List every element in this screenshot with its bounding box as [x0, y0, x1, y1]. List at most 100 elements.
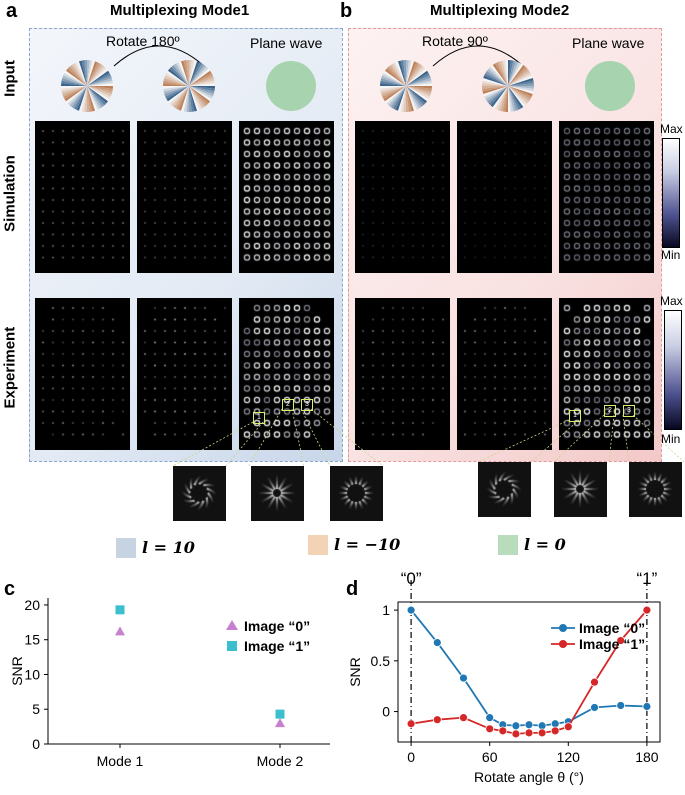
data-point — [550, 726, 560, 736]
zoom-inset-a3 — [330, 466, 383, 521]
plot-frame — [397, 601, 661, 743]
x-tick-label: 60 — [482, 749, 498, 765]
colorbar-exp-min: Min — [661, 432, 681, 446]
panel-a-title: Multiplexing Mode1 — [110, 2, 250, 19]
data-point — [524, 720, 534, 730]
sim-image-b1 — [355, 121, 450, 273]
exp-image-b1 — [355, 298, 450, 450]
spiral-phase-plate-icon — [61, 60, 113, 112]
data-point — [524, 728, 534, 738]
legend-marker — [559, 640, 567, 648]
exp-image-b2 — [457, 298, 552, 450]
panel-a-input-row — [61, 45, 316, 112]
panel-b-rotate-label: Rotate 90º — [422, 33, 488, 49]
snr-mode-chart: 0 5 10 15 20 Mode 1 Mode 2 SNR Image “0” Image “1… — [9, 597, 330, 769]
annotation-label: “0” — [401, 569, 422, 588]
data-point — [275, 709, 285, 719]
colorbar-exp — [664, 310, 682, 430]
legend-swatch-lminus10 — [308, 535, 328, 555]
panel-b-title: Multiplexing Mode2 — [430, 2, 570, 19]
legend-label-l0: l = 0 — [524, 535, 566, 554]
spiral-phase-plate-icon — [380, 60, 432, 112]
zoom-inset-b2 — [554, 462, 607, 517]
legend-marker — [227, 641, 237, 651]
legend-label: Image “0” — [579, 620, 645, 636]
zoom-inset-b3 — [629, 462, 682, 517]
x-tick-label: Mode 2 — [257, 753, 304, 769]
y-tick-label: 5 — [32, 701, 40, 717]
x-tick-label: Mode 1 — [97, 753, 144, 769]
y-tick-label: 10 — [24, 666, 40, 682]
exp-image-a1 — [35, 298, 130, 450]
zoom-box-b1: 1 — [569, 410, 581, 422]
data-point — [485, 713, 495, 723]
legend-label-l10: l = 10 — [142, 538, 195, 557]
y-tick-label: 0 — [382, 704, 390, 720]
rotation-arc — [432, 45, 524, 67]
x-axis-label: Rotate angle θ (°) — [474, 769, 584, 785]
data-point — [275, 718, 285, 728]
legend-swatch-l0 — [498, 535, 518, 555]
data-point — [511, 721, 521, 731]
data-point — [511, 729, 521, 739]
legend-label: Image “1” — [244, 638, 310, 654]
y-axis-label: SNR — [9, 656, 25, 686]
sim-image-a2 — [137, 121, 232, 273]
colorbar-sim — [662, 138, 680, 248]
x-tick-label: 0 — [407, 749, 415, 765]
data-point — [115, 605, 125, 615]
data-point — [459, 673, 468, 683]
data-point — [406, 605, 416, 615]
data-point — [642, 702, 652, 711]
data-point — [590, 703, 599, 712]
zoom-inset-a2 — [251, 466, 304, 521]
legend-label: Image “1” — [579, 636, 645, 652]
zoom-box-a3: 3 — [301, 399, 313, 411]
panel-c-letter: c — [4, 578, 16, 600]
sim-image-a3 — [239, 121, 334, 273]
data-point — [642, 605, 652, 615]
colorbar-sim-max: Max — [660, 122, 683, 136]
colorbar-exp-max: Max — [660, 294, 683, 308]
data-point — [616, 701, 626, 710]
panel-d-letter: d — [346, 578, 359, 600]
snr-rotation-chart: 0 60 120 180 0 0.5 1 Rotate angle θ (°) SNR “0” “1… — [347, 569, 661, 785]
panel-b-plane-label: Plane wave — [572, 35, 645, 51]
data-point — [616, 636, 626, 645]
zoom-inset-a1 — [173, 466, 226, 521]
sim-image-a1 — [35, 121, 130, 273]
y-tick-label: 1 — [382, 602, 390, 618]
data-point — [590, 677, 599, 687]
legend-marker — [226, 620, 238, 630]
legend-marker — [559, 624, 567, 632]
data-point — [485, 724, 495, 734]
zoom-box-a1: 1 — [253, 412, 265, 424]
y-tick-label: 0 — [32, 736, 40, 752]
legend-label-lminus10: l = −10 — [334, 535, 401, 554]
sim-image-b3 — [559, 121, 654, 273]
y-tick-label: 0.5 — [371, 653, 391, 669]
panel-a-rotate-label: Rotate 180º — [106, 33, 180, 49]
sim-image-b2 — [457, 121, 552, 273]
legend-label: Image “0” — [244, 618, 310, 634]
panel-b-letter: b — [340, 0, 353, 22]
panel-a-letter: a — [6, 0, 18, 22]
colorbar-sim-min: Min — [661, 248, 681, 262]
panel-b-input-row — [380, 45, 635, 112]
data-point — [432, 715, 442, 725]
data-point — [537, 728, 547, 738]
plane-wave-disk — [266, 61, 316, 111]
exp-image-b3 — [559, 298, 654, 450]
zoom-guide-lines — [172, 408, 685, 467]
y-axis-label: SNR — [347, 657, 363, 687]
y-tick-label: 15 — [24, 632, 40, 648]
rotation-arc — [113, 45, 205, 67]
data-point — [459, 713, 468, 723]
exp-image-a2 — [137, 298, 232, 450]
x-tick-label: 120 — [557, 749, 581, 765]
data-point — [115, 626, 125, 636]
data-point — [563, 722, 573, 732]
zoom-box-b3: 3 — [623, 405, 635, 417]
exp-image-a3 — [239, 298, 334, 450]
annotation-label: “1” — [637, 569, 658, 588]
